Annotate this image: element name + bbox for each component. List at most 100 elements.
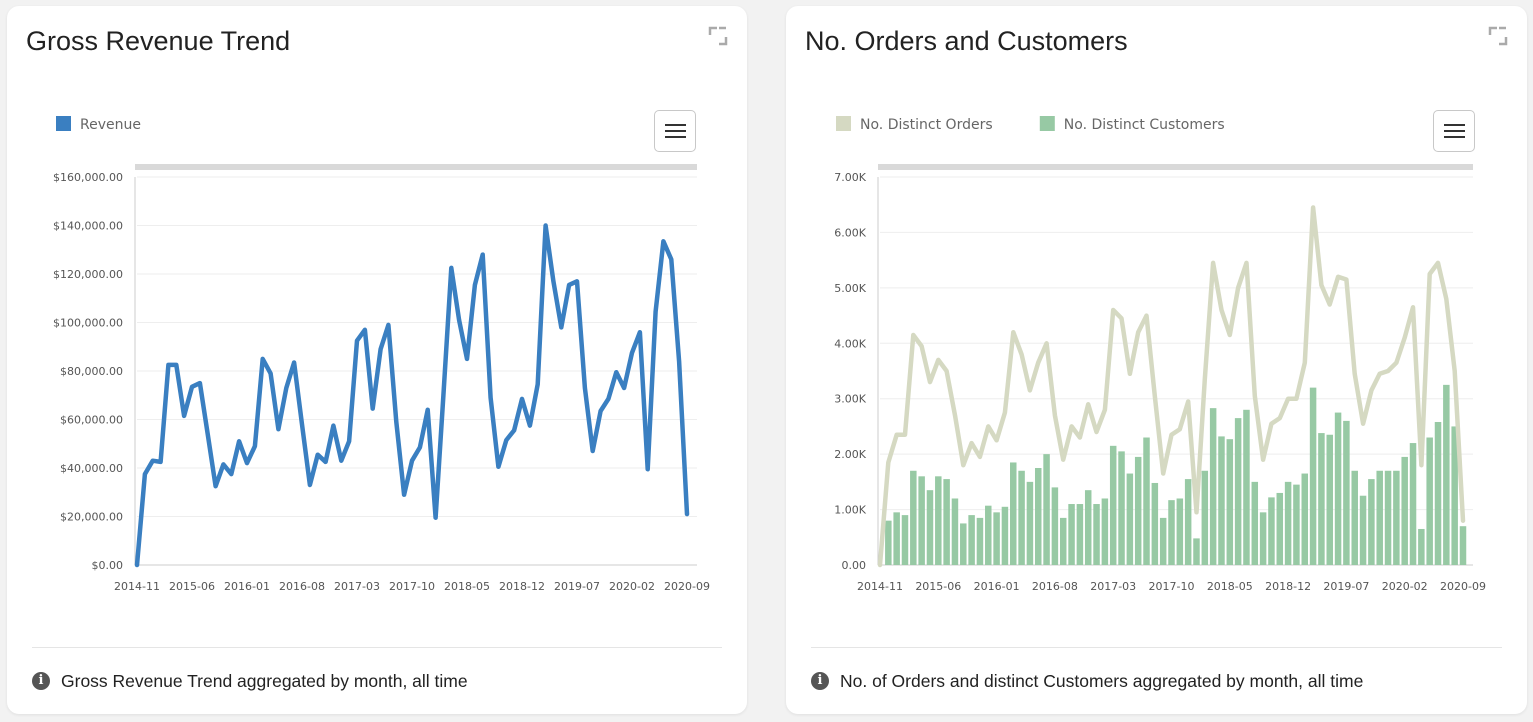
card-title: Gross Revenue Trend: [26, 26, 291, 56]
series-line: [134, 223, 690, 568]
bar: [1118, 451, 1125, 565]
card-footer-text: No. of Orders and distinct Customers agg…: [840, 671, 1364, 691]
bar: [1418, 528, 1425, 565]
bar: [1043, 454, 1050, 565]
bar: [976, 517, 984, 565]
bar: [1209, 408, 1217, 565]
orders-customers-chart: 0.00 1.00K 2.00K 3.00K 4.00K 5.00K 6.00K 7.00K 2…: [834, 116, 1486, 593]
x-tick-label: 2019-07: [1323, 580, 1369, 593]
expand-icon[interactable]: [1487, 25, 1509, 47]
x-tick-label: 2015-06: [915, 580, 961, 593]
y-tick-label: $40,000.00: [60, 462, 123, 475]
x-tick-label: 2016-08: [279, 580, 325, 593]
bar: [1376, 470, 1383, 565]
chart-menu-button[interactable]: [1433, 110, 1475, 152]
series-line: [877, 205, 1466, 568]
bar: [1351, 470, 1358, 565]
bar: [918, 476, 925, 565]
x-tick-label: 2014-11: [857, 580, 903, 593]
x-tick-label: 2016-08: [1032, 580, 1078, 593]
revenue-card: Gross Revenue Trend $0.00 $20,000.00 $40,0…: [7, 6, 747, 714]
y-tick-label: $60,000.00: [60, 414, 123, 427]
bar: [1343, 420, 1350, 565]
bar: [1201, 470, 1209, 565]
bar: [1284, 481, 1292, 565]
bar: [893, 512, 900, 565]
bar: [1001, 506, 1009, 565]
x-tick-label: 2014-11: [114, 580, 160, 593]
y-tick-label: $0.00: [92, 559, 124, 572]
bar: [1084, 490, 1092, 565]
card-title: No. Orders and Customers: [805, 26, 1128, 56]
bar: [1109, 445, 1117, 565]
bar: [1134, 456, 1142, 565]
bar: [1259, 512, 1267, 565]
legend-swatch: [56, 116, 71, 131]
chart-menu-button[interactable]: [654, 110, 696, 152]
legend-swatch: [836, 116, 851, 131]
bar: [1234, 418, 1242, 565]
bar: [1018, 470, 1025, 565]
x-tick-label: 2017-10: [389, 580, 435, 593]
bar: [1359, 495, 1367, 565]
x-tick-label: 2020-09: [1440, 580, 1486, 593]
bar: [1126, 473, 1134, 565]
y-tick-label: 1.00K: [834, 504, 866, 517]
bar: [1051, 487, 1059, 565]
y-tick-label: $20,000.00: [60, 511, 123, 524]
card-footer-text: Gross Revenue Trend aggregated by month,…: [61, 671, 468, 691]
range-navigator: [135, 164, 697, 170]
orders-customers-card: No. Orders and Customers 0.00 1.00K 2.00K 3…: [786, 6, 1527, 714]
legend-swatch: [1039, 116, 1055, 131]
bar: [1426, 437, 1433, 565]
bar: [1401, 456, 1408, 565]
bar: [1226, 439, 1234, 565]
bar: [1168, 500, 1175, 565]
bar: [1151, 482, 1159, 565]
x-tick-label: 2016-01: [224, 580, 270, 593]
bar: [960, 523, 967, 565]
y-tick-label: 7.00K: [834, 171, 866, 184]
bar: [1218, 436, 1225, 565]
y-tick-label: 4.00K: [834, 337, 866, 350]
y-tick-label: $140,000.00: [53, 220, 123, 233]
bar: [1334, 412, 1342, 565]
x-tick-label: 2020-02: [609, 580, 655, 593]
bar: [1326, 434, 1333, 565]
x-tick-label: 2017-10: [1149, 580, 1195, 593]
legend-item: No. Distinct Customers: [1064, 117, 1225, 133]
info-icon: i: [811, 672, 829, 690]
y-tick-label: 3.00K: [834, 393, 866, 406]
bar: [1309, 387, 1317, 565]
bar: [968, 515, 975, 565]
bar: [1034, 468, 1042, 565]
x-tick-label: 2015-06: [169, 580, 215, 593]
x-tick-label: 2020-09: [664, 580, 710, 593]
hamburger-menu-icon: [665, 124, 686, 126]
y-tick-label: $160,000.00: [53, 171, 123, 184]
y-tick-label: 5.00K: [834, 282, 866, 295]
bar: [1184, 479, 1192, 565]
x-tick-label: 2016-01: [974, 580, 1020, 593]
bar: [1409, 443, 1417, 565]
bar: [1159, 517, 1167, 565]
bar: [1268, 497, 1275, 565]
bar: [1459, 526, 1467, 565]
revenue-chart: $0.00 $20,000.00 $40,000.00 $60,000.00 $80,0…: [53, 116, 710, 593]
bar: [1093, 504, 1100, 565]
bar: [1393, 470, 1400, 565]
bar: [1384, 470, 1392, 565]
bar: [1251, 481, 1259, 565]
x-tick-label: 2017-03: [334, 580, 380, 593]
info-icon: i: [32, 672, 50, 690]
bar: [1076, 504, 1084, 565]
legend-item: Revenue: [80, 117, 141, 133]
x-tick-label: 2018-12: [499, 580, 545, 593]
bar: [1243, 409, 1250, 565]
y-tick-label: $100,000.00: [53, 317, 123, 330]
bar: [1068, 504, 1075, 565]
expand-icon[interactable]: [707, 25, 729, 47]
bar: [1368, 479, 1375, 565]
x-tick-label: 2018-05: [444, 580, 490, 593]
bar: [910, 470, 917, 565]
